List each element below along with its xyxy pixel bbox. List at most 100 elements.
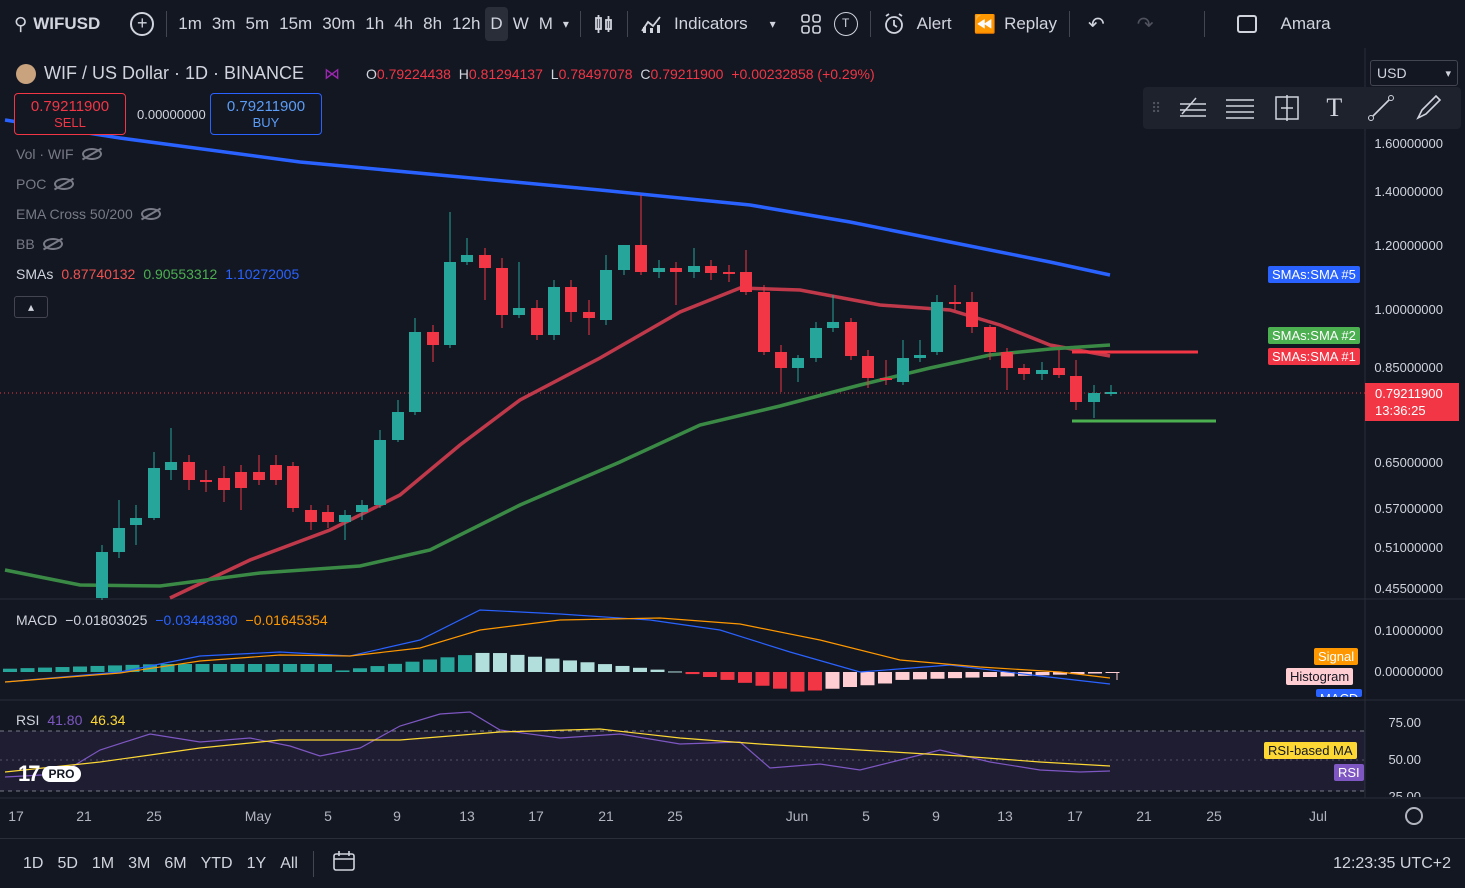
timeframe-4h[interactable]: 4h [394,14,414,33]
settings-icon[interactable] [1405,807,1423,825]
sell-button[interactable]: 0.79211900 SELL [14,93,126,135]
symbol-header: WIF / US Dollar · 1D · BINANCE ⋈ O0.7922… [16,63,875,84]
legend-vol[interactable]: Vol · WIF [16,146,102,162]
fullscreen-button[interactable] [1231,0,1263,48]
chart-type-button[interactable] [587,0,621,48]
chevron-down-icon[interactable]: ▾ [769,17,776,31]
chart-area[interactable] [0,48,1465,838]
layouts-button[interactable] [794,0,828,48]
date-label: 21 [598,808,614,824]
candle-body [513,308,525,315]
macd-histogram-bar [405,661,420,672]
add-symbol-button[interactable]: + [124,0,160,48]
macd-histogram-bar [178,664,192,672]
range-1m[interactable]: 1M [91,854,115,872]
user-menu[interactable]: Amara [1275,0,1337,48]
rsi-axis-label: 50.00 [1388,752,1421,767]
timeframe-1m[interactable]: 1m [178,14,202,33]
candle-body [444,262,456,345]
templates-button[interactable]: T [828,0,864,48]
range-all[interactable]: All [280,854,298,872]
timeframe-5m[interactable]: 5m [245,14,270,33]
macd-histogram-bar [1088,672,1102,674]
timeframe-w[interactable]: W [512,14,529,33]
timeframe-30m[interactable]: 30m [322,14,356,33]
plus-icon: + [130,12,155,36]
goto-date-button[interactable] [332,850,356,877]
indicators-button[interactable]: Indicators ▾ [634,0,782,48]
range-3m[interactable]: 3M [128,854,151,872]
collapse-legend-button[interactable]: ▴ [14,296,48,318]
range-1d[interactable]: 1D [23,854,44,872]
macd-histogram-bar [580,662,595,672]
share-icon[interactable]: ⋈ [324,65,341,83]
macd-histogram-bar [720,672,735,680]
replay-icon: ⏪ [973,13,997,34]
macd-axis-label: 0.10000000 [1374,623,1443,638]
hidden-eye-icon[interactable] [54,178,75,190]
line-tool-icon[interactable] [1366,93,1396,123]
calendar-icon [333,851,355,871]
measure-icon[interactable] [1272,93,1302,123]
rsi-ma-tag: RSI-based MA [1264,742,1357,759]
macd-histogram-bar [248,664,262,672]
redo-button[interactable]: ↷ [1131,0,1160,48]
legend-rsi[interactable]: RSI 41.80 46.34 [16,712,126,728]
macd-histogram-bar [948,672,962,679]
range-1y[interactable]: 1Y [246,854,267,872]
macd-histogram-bar [335,670,350,672]
clock[interactable]: 12:23:35 UTC+2 [1333,854,1451,872]
timeframe-d[interactable]: D [485,7,508,41]
buy-button[interactable]: 0.79211900 BUY [210,93,322,135]
fib-icon[interactable] [1225,93,1255,123]
timeframe-m[interactable]: M [538,14,553,33]
range-ytd[interactable]: YTD [200,854,233,872]
macd-histogram-bar [440,657,455,672]
divider [626,11,628,37]
timeframe-12h[interactable]: 12h [452,14,481,33]
range-group: 1D 5D 1M 3M 6M YTD 1Y All [16,855,305,873]
sma2-tag: SMAs:SMA #2 [1268,327,1360,344]
hidden-eye-icon[interactable] [140,208,161,220]
brush-icon[interactable] [1413,93,1443,123]
macd-histogram-bar [160,664,175,672]
range-6m[interactable]: 6M [164,854,187,872]
divider [312,850,314,877]
candle-body [374,440,386,505]
legend-smas[interactable]: SMAs 0.87740132 0.90553312 1.10272005 [16,266,300,282]
candle-body [618,245,630,270]
timeframe-15m[interactable]: 15m [279,14,313,33]
trend-lines-icon[interactable] [1178,93,1208,123]
symbol-search[interactable]: ⚲ WIFUSD [0,0,106,48]
alert-button[interactable]: Alert [877,0,958,48]
hidden-eye-icon[interactable] [42,238,63,250]
legend-ema[interactable]: EMA Cross 50/200 [16,206,161,222]
symbol-logo-icon [16,63,36,84]
timeframe-3m[interactable]: 3m [211,14,236,33]
macd-histogram-bar [230,664,245,672]
chevron-down-icon[interactable]: ▾ [562,17,569,31]
hidden-eye-icon[interactable] [81,148,102,160]
legend-bb[interactable]: BB [16,236,63,252]
date-label: 9 [393,808,401,824]
legend-macd[interactable]: MACD −0.01803025 −0.03448380 −0.01645354 [16,612,328,628]
macd-histogram-bar [913,672,927,680]
macd-histogram-bar [965,672,980,678]
alert-icon [884,13,903,34]
macd-histogram-bar [703,672,717,677]
currency-select[interactable]: USD ▾ [1370,60,1458,86]
timeframe-1h[interactable]: 1h [365,14,385,33]
candle-body [200,480,212,482]
undo-button[interactable]: ↶ [1082,0,1111,48]
replay-button[interactable]: ⏪ Replay [968,0,1063,48]
macd-histogram-bar [545,658,560,672]
chart-canvas[interactable] [0,48,1465,838]
macd-histogram-bar [808,672,822,691]
drag-handle-icon[interactable]: ⠿ [1151,99,1162,116]
legend-poc[interactable]: POC [16,176,75,192]
range-5d[interactable]: 5D [57,854,78,872]
text-tool-icon[interactable]: T [1326,93,1343,122]
macd-histogram-bar [108,665,122,672]
candle-body [565,287,577,312]
timeframe-8h[interactable]: 8h [423,14,443,33]
